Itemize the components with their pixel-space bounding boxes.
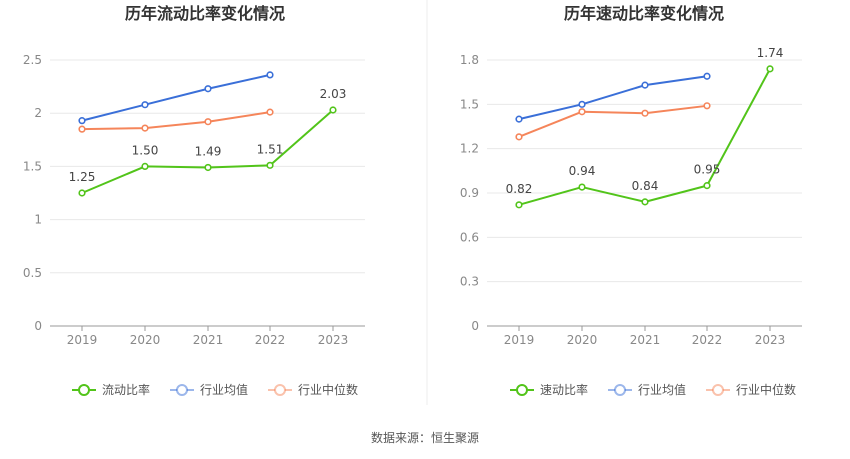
chart1-series-2-point[interactable] (141, 124, 149, 132)
chart1-series-2-point[interactable] (204, 118, 212, 126)
chart2-series-2-point[interactable] (578, 108, 586, 116)
chart2-series-1-point[interactable] (641, 81, 649, 89)
chart1-y-tick-label: 2 (34, 106, 42, 120)
chart2-legend-label[interactable]: 速动比率 (540, 382, 588, 397)
chart2-series-1-point[interactable] (703, 72, 711, 80)
chart1-legend-swatch-marker[interactable] (78, 384, 90, 396)
chart2-series-0-point[interactable] (578, 183, 586, 191)
chart1-data-label: 2.03 (320, 87, 347, 101)
chart2-data-label: 1.74 (757, 46, 784, 60)
chart2-y-tick-label: 0.9 (460, 186, 479, 200)
chart1-series-1-point[interactable] (141, 101, 149, 109)
chart2-x-tick-label: 2023 (755, 333, 786, 347)
chart2-legend-label[interactable]: 行业中位数 (736, 382, 796, 397)
chart2-series-1-point[interactable] (578, 100, 586, 108)
chart1-series-0-point[interactable] (204, 163, 212, 172)
chart2-x-tick-label: 2019 (504, 333, 535, 347)
chart1-y-tick-label: 1 (34, 213, 42, 227)
chart2-legend-label[interactable]: 行业均值 (638, 382, 686, 397)
chart1-data-label: 1.49 (195, 144, 222, 158)
chart1-y-tick-label: 1.5 (23, 159, 42, 173)
chart2-series-0-point[interactable] (703, 182, 711, 190)
chart2-series-0-point[interactable] (766, 65, 774, 73)
chart2-y-tick-label: 0.6 (460, 230, 479, 244)
chart1-legend-label[interactable]: 流动比率 (102, 382, 150, 397)
chart1-series-1-line (81, 73, 271, 122)
chart1-data-label: 1.51 (257, 142, 284, 156)
chart1-series-1-point[interactable] (204, 85, 212, 93)
chart1-series-0-point[interactable] (141, 162, 149, 170)
chart1-title: 历年流动比率变化情况 (125, 4, 285, 23)
chart2-legend-swatch-marker[interactable] (712, 384, 724, 396)
chart1-data-label: 1.25 (69, 170, 96, 184)
chart2-series-2-point[interactable] (641, 109, 649, 117)
chart2-data-label: 0.94 (569, 164, 596, 178)
chart1-x-tick-label: 2021 (193, 333, 224, 347)
chart2-data-label: 0.95 (694, 163, 721, 177)
chart2-y-tick-label: 1.2 (460, 142, 479, 156)
chart1-legend-label[interactable]: 行业中位数 (298, 382, 358, 397)
chart2-x-tick-label: 2020 (567, 333, 598, 347)
chart1-series-1-point[interactable] (78, 117, 86, 125)
chart1-legend-label[interactable]: 行业均值 (200, 382, 248, 397)
chart1-y-tick-label: 0 (34, 319, 42, 333)
chart2-title: 历年速动比率变化情况 (564, 4, 724, 23)
chart1-series-2-point[interactable] (78, 125, 86, 133)
chart2-y-tick-label: 1.8 (460, 53, 479, 67)
chart2-x-tick-label: 2022 (692, 333, 723, 347)
chart1-series-2-point[interactable] (266, 108, 274, 116)
chart1-x-tick-label: 2019 (67, 333, 98, 347)
chart1-legend-swatch-marker[interactable] (274, 384, 286, 396)
chart2-series-2-point[interactable] (515, 133, 523, 141)
chart2-y-tick-label: 0 (471, 319, 479, 333)
chart1-x-tick-label: 2022 (255, 333, 286, 347)
chart1-y-tick-label: 0.5 (23, 266, 42, 280)
chart2-data-label: 0.82 (506, 182, 533, 196)
chart1-x-tick-label: 2023 (318, 333, 349, 347)
chart1-y-tick-label: 2.5 (23, 53, 42, 67)
chart2-series-1-line (518, 75, 708, 121)
chart1-series-0-point[interactable] (266, 161, 274, 169)
chart2-series-2-point[interactable] (703, 102, 711, 110)
chart2-y-tick-label: 0.3 (460, 275, 479, 289)
data-source-note: 数据来源：恒生聚源 (370, 431, 479, 445)
chart2-x-tick-label: 2021 (630, 333, 661, 347)
chart2-series-0-point[interactable] (515, 201, 523, 209)
chart2-series-1-point[interactable] (515, 115, 523, 123)
chart2-series-0-point[interactable] (641, 198, 649, 206)
chart1-data-label: 1.50 (132, 143, 159, 157)
chart1-legend-swatch-marker[interactable] (176, 384, 188, 396)
chart1-series-0-point[interactable] (78, 189, 86, 197)
chart1-series-0-point[interactable] (329, 106, 337, 114)
chart2-data-label: 0.84 (632, 179, 659, 193)
chart2-legend-swatch-marker[interactable] (516, 384, 528, 396)
chart2-y-tick-label: 1.5 (460, 97, 479, 111)
chart2-legend-swatch-marker[interactable] (614, 384, 626, 396)
chart1-x-tick-label: 2020 (130, 333, 161, 347)
chart1-series-2-line (81, 111, 271, 131)
chart1-series-1-point[interactable] (266, 71, 274, 79)
chart2-series-2-line (518, 104, 708, 138)
